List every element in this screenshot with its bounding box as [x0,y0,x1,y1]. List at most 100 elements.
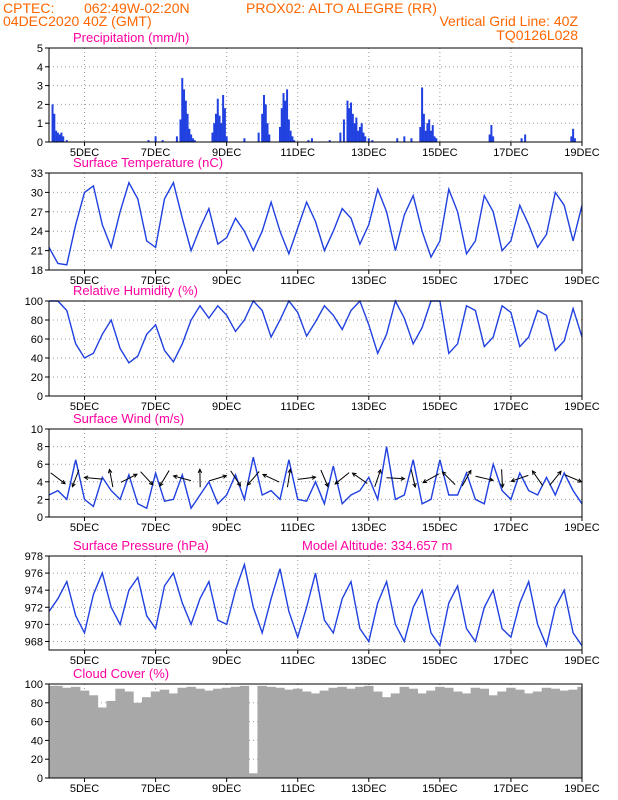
x-tick-label: 15DEC [422,655,458,667]
precip-bar [264,104,267,142]
cloud-bar [550,688,561,778]
precip-bar [293,140,296,142]
x-tick-label: 19DEC [564,655,600,667]
precip-bar [428,119,431,142]
cloud-bar [444,687,454,778]
precip-bar [353,123,356,142]
precip-bar [421,87,424,142]
x-tick-label: 15DEC [422,147,458,159]
x-tick-label: 7DEC [141,522,170,534]
y-tick-label: 978 [25,551,43,563]
precip-bar [358,126,361,142]
cloud-bar [337,686,347,778]
y-tick-label: 60 [31,717,43,729]
precip-bar [351,113,354,142]
x-tick-label: 11DEC [280,401,315,413]
precip-bar [215,113,218,142]
cloud-bar [497,691,507,778]
precip-bar [191,138,194,142]
precip-bar [291,136,294,142]
y-tick-label: 972 [25,602,43,614]
panel-frame [48,555,583,651]
wind-arrow [246,471,260,486]
cloud-bar [355,686,365,778]
precip-bar [216,98,219,142]
precip-bar [286,89,289,142]
header-date: 04DEC2020 40Z (GMT) [3,13,152,29]
x-tick-label: 7DEC [141,147,170,159]
x-tick-label: 17DEC [493,401,529,413]
cloud-bar [106,700,116,778]
precip-bar [488,134,491,142]
x-tick-label: 13DEC [351,655,387,667]
precip-bar [433,136,436,142]
cloud-bar [461,693,472,778]
wind-arrow [410,469,417,489]
wind-arrow [422,473,440,484]
wind-arrow [441,471,456,485]
x-tick-label: 17DEC [493,147,529,159]
panel-title: Cloud Cover (%) [73,666,169,681]
wind-arrow [107,468,114,488]
precip-bar [424,130,427,142]
precip-bar [188,128,191,142]
y-tick-label: 976 [25,568,43,580]
cloud-bar [79,690,90,778]
precip-bar [403,136,406,142]
wind-arrow [334,472,350,485]
wind-arrow [120,473,138,483]
panel-frame [48,47,583,143]
precip-bar [175,136,178,142]
cloud-bar [115,688,125,778]
precip-bar [284,100,287,142]
precip-bar [355,117,358,142]
precip-bar [350,102,353,142]
y-tick-label: 970 [25,619,43,631]
precip-bar [65,140,68,142]
x-tick-label: 13DEC [351,783,387,795]
cloud-bar [141,697,152,778]
wind-arrow [500,469,505,489]
model-altitude-label: Model Altitude: 334.657 m [302,538,452,553]
precip-bar [58,134,61,142]
cloud-bar [390,693,401,778]
x-tick-label: 17DEC [493,783,529,795]
x-tick-label: 5DEC [70,522,99,534]
wind-arrow [159,470,170,487]
y-tick-label: 2 [37,99,43,111]
x-tick-label: 5DEC [70,401,99,413]
precip-bar [62,136,65,142]
wind-arrow [320,469,329,488]
precip-bar [360,123,363,142]
cloud-bar [328,687,339,778]
header-source: CPTEC: [3,0,54,16]
cloud-bar [523,693,534,778]
precip-bar [310,138,313,142]
cloud-bar [426,690,436,778]
precip-bar [328,140,331,142]
cloud-bar [559,690,569,778]
wind-arrow [172,474,192,482]
cloud-bar [168,693,179,778]
x-tick-label: 9DEC [212,147,241,159]
y-tick-label: 18 [31,265,43,277]
x-tick-label: 11DEC [280,655,315,667]
precip-bar [243,138,246,142]
precip-bar [211,132,214,142]
precip-bar [223,108,226,142]
cloud-bar [230,686,241,778]
precip-bar [364,136,367,142]
x-tick-label: 9DEC [212,275,241,287]
y-tick-label: 33 [31,168,43,180]
cloud-bar [399,686,410,778]
precip-bar [396,138,399,142]
panel-title: Surface Temperature (nC) [73,155,223,170]
precip-bar [181,78,184,142]
panel-4: 0 2 4 6 8 10 5DEC 7DEC 9DEC 11DEC 13DEC 15DEC 17DEC 1… [31,411,600,534]
precip-bar [371,140,374,142]
x-tick-label: 19DEC [564,147,600,159]
wind-arrow [50,472,66,485]
x-tick-label: 19DEC [564,522,600,534]
panel-3: 0 20 40 60 80 100 5DEC 7DEC 9DEC 11DEC 13DEC 15DEC 1… [25,283,600,413]
series-line [49,299,583,364]
